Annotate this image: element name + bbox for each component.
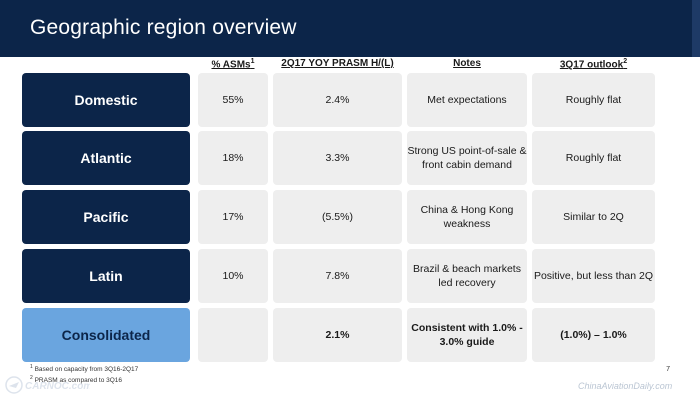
- footnote-2: 2 PRASM as compared to 3Q16: [30, 374, 138, 385]
- column-header-prasm: 2Q17 YOY PRASM H/(L): [281, 58, 394, 69]
- watermark-text: CARNOC.com: [25, 381, 90, 392]
- column-header-notes: Notes: [453, 58, 481, 69]
- page-number: 7: [666, 366, 670, 373]
- cell-outlook: (1.0%) – 1.0%: [532, 308, 655, 362]
- cell-prasm: 2.4%: [273, 73, 402, 127]
- column-header-asms: % ASMs1: [198, 58, 268, 72]
- region-label-latin: Latin: [22, 249, 190, 303]
- cell-outlook: Roughly flat: [532, 131, 655, 185]
- cell-prasm: 2.1%: [273, 308, 402, 362]
- cell-notes: Consistent with 1.0% - 3.0% guide: [407, 308, 527, 362]
- cell-asms: [198, 308, 268, 362]
- title-bar: Geographic region overview: [0, 0, 700, 57]
- title-bar-edge: [692, 0, 700, 57]
- cell-outlook: Similar to 2Q: [532, 190, 655, 244]
- region-label-domestic: Domestic: [22, 73, 190, 127]
- cell-prasm: 7.8%: [273, 249, 402, 303]
- cell-notes: Brazil & beach markets led recovery: [407, 249, 527, 303]
- cell-asms: 17%: [198, 190, 268, 244]
- footnote-marker: 2: [30, 375, 33, 382]
- column-header-outlook-label: 3Q17 outlook: [559, 59, 624, 71]
- cell-outlook: Positive, but less than 2Q: [532, 249, 655, 303]
- cell-notes: China & Hong Kong weakness: [407, 190, 527, 244]
- footnote-text: PRASM as compared to 3Q16: [34, 377, 123, 385]
- footnote-1: 1 Based on capacity from 3Q16-2Q17: [30, 363, 138, 374]
- cell-prasm: 3.3%: [273, 131, 402, 185]
- page-title: Geographic region overview: [30, 16, 297, 39]
- footnote-marker: 2: [623, 58, 628, 65]
- footnote-text: Based on capacity from 3Q16-2Q17: [34, 366, 139, 374]
- cell-asms: 18%: [198, 131, 268, 185]
- footnotes: 1 Based on capacity from 3Q16-2Q17 2 PRA…: [30, 363, 138, 385]
- cell-notes: Met expectations: [407, 73, 527, 127]
- carnoc-watermark-logo: CARNOC.com: [5, 376, 90, 394]
- footnote-marker: 1: [30, 364, 33, 370]
- cell-asms: 55%: [198, 73, 268, 127]
- site-watermark: ChinaAviationDaily.com: [578, 381, 673, 391]
- region-label-consolidated: Consolidated: [22, 308, 190, 362]
- cell-prasm: (5.5%): [273, 190, 402, 244]
- cell-outlook: Roughly flat: [532, 73, 655, 127]
- column-header-outlook: 3Q17 outlook2: [532, 58, 655, 72]
- cell-asms: 10%: [198, 249, 268, 303]
- cell-notes: Strong US point-of-sale & front cabin de…: [407, 131, 527, 185]
- region-label-pacific: Pacific: [22, 190, 190, 244]
- region-label-atlantic: Atlantic: [22, 131, 190, 185]
- footnote-marker: 1: [250, 58, 255, 65]
- column-header-asms-label: % ASMs: [211, 59, 251, 71]
